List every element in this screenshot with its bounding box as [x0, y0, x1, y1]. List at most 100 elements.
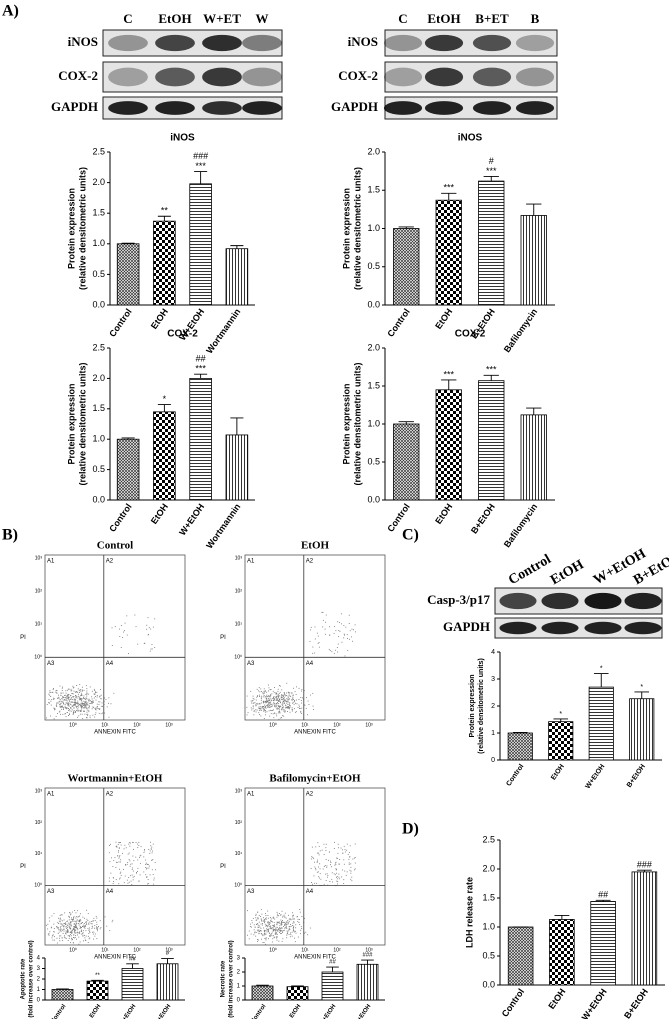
- flow-dot: [298, 704, 300, 706]
- flow-dot: [100, 694, 102, 696]
- flow-dot: [324, 628, 326, 630]
- flow-dot: [253, 702, 255, 704]
- flow-dot: [83, 689, 85, 691]
- flow-dot: [263, 708, 265, 710]
- flow-dot: [269, 926, 271, 928]
- flow-dot: [279, 705, 281, 707]
- flow-dot: [70, 931, 72, 933]
- flow-dot: [281, 694, 283, 696]
- flow-dot: [76, 706, 78, 708]
- flow-dot: [258, 690, 259, 692]
- flow-dot: [66, 700, 68, 702]
- flow-dot: [58, 694, 59, 696]
- flow-dot: [86, 717, 88, 719]
- flow-dot: [48, 917, 50, 919]
- significance: ***: [486, 365, 497, 375]
- flow-dot: [287, 932, 288, 934]
- flow-dot: [318, 854, 320, 856]
- flow-dot: [276, 936, 278, 938]
- flow-dot: [117, 844, 119, 845]
- flow-dot: [270, 702, 271, 704]
- flow-dot: [288, 706, 289, 708]
- flow-dot: [82, 932, 83, 934]
- flow-dot: [285, 922, 287, 924]
- flow-dot: [265, 698, 267, 700]
- flow-dot: [281, 927, 283, 928]
- flow-dot: [298, 699, 300, 700]
- flow-dot: [271, 699, 273, 701]
- flow-dot: [151, 852, 153, 854]
- flow-dot: [64, 705, 66, 707]
- significance: ***: [443, 183, 454, 193]
- flow-dot: [296, 703, 298, 705]
- flow-dot: [73, 698, 75, 700]
- flow-dot: [263, 695, 265, 696]
- flow-dot: [116, 862, 118, 863]
- flow-dot: [49, 690, 51, 692]
- flow-dot: [269, 932, 271, 934]
- flow-dot: [145, 863, 146, 865]
- flow-dot: [257, 918, 259, 920]
- flow-dot: [259, 694, 260, 696]
- flow-dot: [77, 934, 78, 936]
- flow-dot: [273, 717, 275, 719]
- flow-dot: [58, 929, 60, 931]
- flow-dot: [318, 646, 320, 648]
- flow-dot: [126, 863, 128, 865]
- flow-dot: [266, 925, 268, 926]
- flow-dot: [301, 928, 303, 929]
- flow-dot: [82, 705, 84, 706]
- flow-dot: [277, 700, 279, 702]
- flow-dot: [253, 714, 255, 716]
- flow-dot: [66, 712, 68, 713]
- flow-dot: [255, 917, 257, 919]
- flow-dot: [257, 695, 259, 697]
- flow-dot: [72, 712, 74, 714]
- flow-dot: [70, 927, 72, 929]
- flow-dot: [89, 705, 90, 707]
- flow-dot: [277, 698, 278, 700]
- flow-dot: [65, 716, 67, 718]
- bar: [393, 228, 420, 306]
- flow-dot: [85, 921, 87, 923]
- error-bar: [230, 417, 244, 435]
- flow-dot: [286, 682, 288, 684]
- x-tick-label: Control: [250, 1003, 267, 1019]
- flow-dot: [92, 926, 94, 928]
- flow-dot: [155, 869, 156, 871]
- flow-dot: [78, 697, 80, 699]
- flow-dot: [282, 697, 284, 699]
- row-label: iNOS: [68, 34, 98, 49]
- flow-dot: [264, 710, 266, 712]
- flow-dot: [277, 922, 278, 924]
- significance: ###: [193, 151, 208, 161]
- blot-band: [515, 67, 555, 87]
- flow-dot: [99, 920, 101, 922]
- flow-dot: [70, 702, 72, 703]
- flow-dot: [292, 922, 294, 924]
- flow-dot: [153, 879, 155, 881]
- flow-dot: [258, 915, 260, 916]
- flow-dot: [147, 634, 149, 636]
- flow-dot: [92, 707, 94, 708]
- flow-dot: [276, 697, 278, 699]
- flow-dot: [247, 910, 248, 912]
- flow-dot: [310, 626, 312, 628]
- flow-dot: [57, 933, 59, 934]
- flow-dot: [296, 686, 297, 688]
- flow-dot: [323, 843, 325, 845]
- flow-dot: [63, 926, 65, 928]
- bar: [189, 183, 212, 306]
- flow-dot: [78, 704, 80, 706]
- flow-dot: [283, 701, 285, 702]
- flow-dot: [60, 935, 62, 937]
- flow-dot: [53, 698, 55, 700]
- flow-dot: [73, 711, 74, 713]
- flow-dot: [61, 706, 63, 707]
- flow-dot: [289, 698, 290, 700]
- flow-dot: [323, 866, 325, 867]
- flow-dot: [88, 707, 90, 709]
- flow-dot: [81, 930, 82, 932]
- flow-dot: [95, 916, 97, 917]
- flow-dot: [127, 882, 129, 884]
